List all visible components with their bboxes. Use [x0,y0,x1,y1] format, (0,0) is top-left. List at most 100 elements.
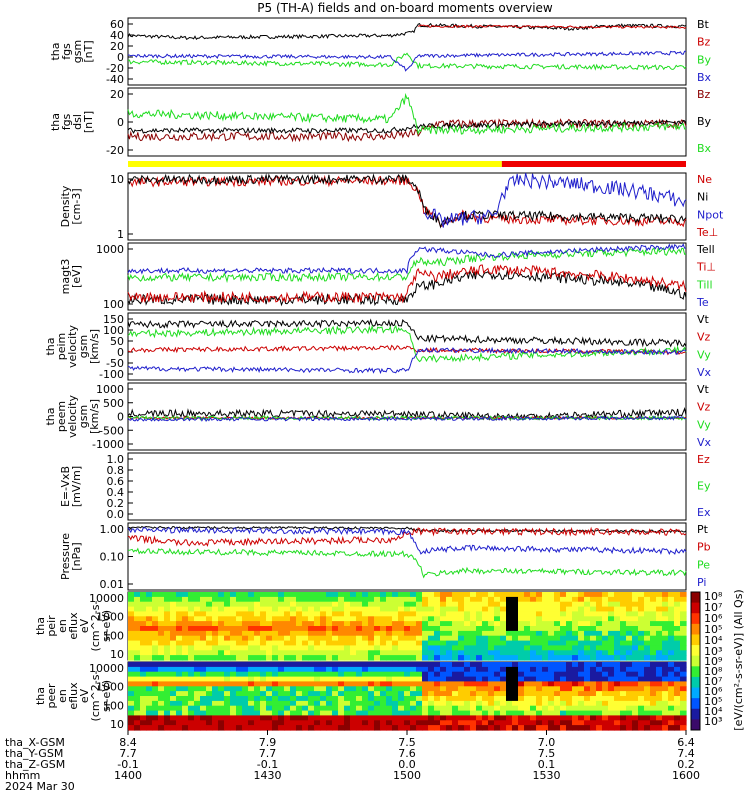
spectrogram-cell [362,655,369,661]
spectrogram-cell [128,720,135,726]
spectrogram-cell [230,645,237,651]
spectrogram-cell [158,676,165,683]
spectrogram-cell [134,725,141,731]
spectrogram-cell [266,650,273,656]
spectrogram-cell [590,650,597,656]
spectrogram-cell [470,686,477,692]
spectrogram-cell [242,686,249,692]
spectrogram-cell [554,621,561,627]
spectrogram-cell [476,650,483,656]
spectrogram-cell [488,705,495,712]
spectrogram-cell [530,635,537,642]
spectrogram-cell [458,666,465,673]
spectrogram-cell [152,596,159,603]
spectrogram-cell [290,626,297,632]
spectrogram-cell [140,601,147,608]
x-row-value: 0.0 [398,758,416,771]
spectrogram-cell [134,611,141,617]
spectrogram-cell [290,725,297,731]
spectrogram-cell [590,626,597,632]
spectrogram-cell [134,630,141,637]
spectrogram-cell [326,655,333,661]
spectrogram-cell [464,686,471,692]
spectrogram-cell [518,611,525,617]
spectrogram-cell [344,725,351,731]
spectrogram-cell [170,705,177,712]
spectrogram-cell [236,681,243,687]
spectrogram-cell [164,645,171,651]
spectrogram-cell [182,645,189,651]
spectrogram-cell [662,691,669,697]
spectrogram-cell [296,681,303,687]
spectrogram-cell [458,611,465,617]
spectrogram-cell [224,725,231,731]
spectrogram-cell [560,715,567,721]
spectrogram-cell [554,662,561,668]
spectrogram-cell [626,616,633,622]
spectrogram-cell [596,696,603,702]
spectrogram-cell [248,705,255,712]
spectrogram-cell [356,710,363,717]
spectrogram-cell [314,676,321,683]
spectrogram-cell [656,606,663,613]
spectrogram-cell [152,676,159,683]
spectrogram-cell [416,601,423,608]
spectrogram-cell [650,650,657,656]
y-tick-label: 1.0 [107,453,125,466]
spectrogram-cell [140,720,147,726]
spectrogram-cell [584,676,591,683]
spectrogram-cell [368,715,375,721]
spectrogram-cell [626,621,633,627]
spectrogram-cell [506,655,513,661]
spectrogram-cell [170,696,177,702]
spectrogram-cell [260,666,267,673]
spectrogram-cell [158,606,165,613]
spectrogram-cell [590,630,597,637]
spectrogram-cell [230,715,237,721]
spectrogram-cell [206,681,213,687]
spectrogram-cell [284,725,291,731]
spectrogram-cell [494,626,501,632]
spectrogram-cell [584,645,591,651]
spectrogram-cell [200,616,207,622]
spectrogram-cell [182,662,189,668]
y-tick-label: 0 [117,411,124,424]
spectrogram-cell [332,601,339,608]
spectrogram-cell [170,715,177,721]
spectrogram-cell [524,596,531,603]
spectrogram-cell [386,626,393,632]
spectrogram-cell [146,650,153,656]
spectrogram-cell [410,691,417,697]
spectrogram-cell [560,662,567,668]
spectrogram-cell [368,596,375,603]
spectrogram-cell [218,650,225,656]
spectrogram-cell [464,626,471,632]
spectrogram-cell [638,635,645,642]
spectrogram-cell [272,611,279,617]
spectrogram-cell [608,720,615,726]
spectrogram-cell [614,725,621,731]
spectrogram-cell [500,700,507,707]
spectrogram-cell [308,616,315,622]
spectrogram-cell [212,662,219,668]
spectrogram-cell [650,611,657,617]
spectrogram-cell [344,666,351,673]
spectrogram-cell [272,635,279,642]
x-row-value: 0.2 [677,758,695,771]
spectrogram-cell [194,655,201,661]
spectrogram-cell [416,630,423,637]
spectrogram-cell [596,700,603,707]
spectrogram-cell [266,696,273,702]
spectrogram-cell [272,720,279,726]
spectrogram-cell [326,710,333,717]
spectrogram-cell [530,655,537,661]
spectrogram-cell [494,710,501,717]
spectrogram-cell [626,696,633,702]
spectrogram-cell [242,606,249,613]
spectrogram-cell [632,676,639,683]
spectrogram-cell [440,596,447,603]
spectrogram-cell [566,715,573,721]
spectrogram-cell [230,650,237,656]
spectrogram-cell [638,715,645,721]
spectrogram-cell [314,696,321,702]
